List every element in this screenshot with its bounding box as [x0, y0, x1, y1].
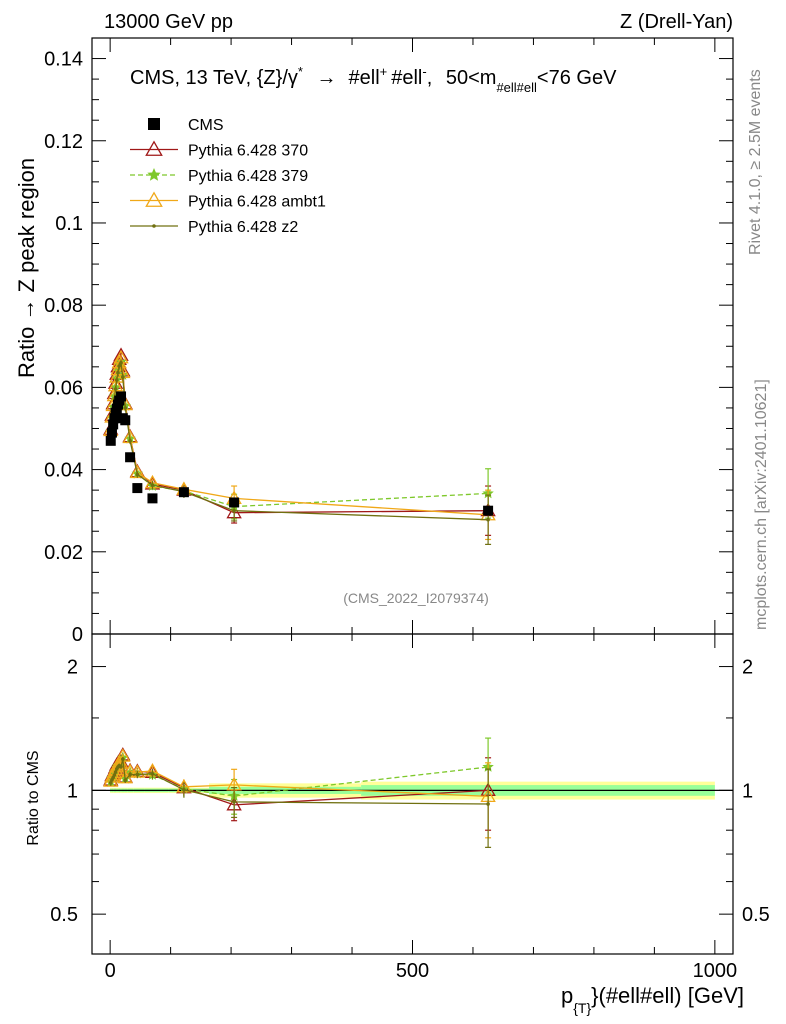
- legend-label: Pythia 6.428 370: [188, 143, 308, 160]
- main-panel: 0 0.02 0.04 0.06 0.08 0.1 0.12 0.14: [44, 37, 734, 646]
- ratio-y-tick-label-right: 2: [742, 657, 753, 679]
- legend-marker-3: [145, 191, 163, 207]
- legend: CMS Pythia 6.428 370 Pythia 6.428 379 Pythi…: [130, 117, 326, 236]
- series-4-ratio-point: [232, 800, 236, 804]
- legend-label: Pythia 6.428 379: [188, 168, 308, 185]
- series-4-point: [486, 517, 490, 522]
- cms-data-point: [229, 497, 240, 508]
- series-4-point: [116, 370, 120, 375]
- series-4-ratio-point: [182, 788, 186, 792]
- y-tick-label: 0.1: [55, 213, 83, 235]
- series-4-point: [121, 375, 125, 379]
- ratio-y-tick-label-right: 1: [742, 780, 753, 802]
- series-4-point: [123, 406, 128, 410]
- mcplots-label: mcplots.cern.ch [arXiv:2401.10621]: [753, 379, 770, 630]
- ratio-ticks: 0 500 1000 0.5 0.5 1 1 2 2: [50, 634, 770, 982]
- series-2-line: [110, 360, 489, 508]
- main-marks: [103, 347, 496, 545]
- header-left: 13000 GeV pp: [104, 11, 233, 33]
- series-4-ratio-point: [486, 802, 490, 806]
- cms-data-point: [108, 419, 119, 430]
- x-tick-label: 1000: [693, 960, 738, 982]
- legend-marker-cms: [148, 118, 160, 130]
- cms-data-point: [120, 415, 131, 426]
- series-1-line: [110, 352, 489, 514]
- y-tick-label: 0.06: [44, 377, 83, 399]
- ratio-marks: [92, 737, 733, 848]
- ratio-y-tick-label: 2: [67, 657, 78, 679]
- cms-data-point: [125, 452, 136, 463]
- y-tick-label: 0.14: [44, 49, 83, 71]
- y-axis-label: Ratio → Z peak region: [14, 158, 39, 378]
- y-tick-label: 0.04: [44, 460, 83, 482]
- cms-data-point: [109, 413, 120, 424]
- y-tick-label: 0.12: [44, 131, 83, 153]
- series-4-point: [232, 508, 236, 513]
- y-tick-label: 0.02: [44, 542, 83, 564]
- legend-label: Pythia 6.428 z2: [188, 219, 298, 236]
- x-tick-label: 0: [105, 960, 116, 982]
- series-4-line: [110, 360, 489, 521]
- rivet-version-label: Rivet 4.1.0, ≥ 2.5M events: [747, 69, 764, 255]
- x-tick-label: 500: [396, 960, 429, 982]
- series-4-point: [135, 472, 140, 477]
- series-3-line: [110, 357, 489, 516]
- legend-marker-1: [145, 140, 163, 156]
- y-tick-label: 0: [72, 624, 83, 646]
- legend-marker-4: [152, 224, 156, 228]
- series-4-ratio-point: [150, 772, 155, 776]
- cms-data-point: [105, 435, 116, 446]
- legend-marker-2: [147, 168, 161, 181]
- cms-data-point: [106, 427, 117, 438]
- series-4-point: [113, 387, 118, 391]
- ratio-y-tick-label: 1: [67, 780, 78, 802]
- series-4-ratio-point: [128, 772, 132, 777]
- legend-label: CMS: [188, 117, 224, 134]
- chart-title: CMS, 13 TeV, {Z}/γ* → #ell+ #ell-, 50<m#el…: [130, 64, 617, 95]
- legend-label: Pythia 6.428 ambt1: [188, 194, 326, 211]
- cms-data-point: [147, 493, 158, 504]
- ratio-y-axis-label: Ratio to CMS: [25, 750, 42, 845]
- series-4-point: [119, 360, 123, 365]
- ratio-panel: 0 500 1000 0.5 0.5 1 1 2 2: [50, 633, 770, 982]
- analysis-watermark: (CMS_2022_I2079374): [343, 590, 489, 606]
- series-4-point: [150, 483, 155, 488]
- series-4-ratio-point: [119, 764, 123, 769]
- header-right: Z (Drell-Yan): [620, 11, 733, 33]
- series-4-ratio-point: [135, 772, 140, 777]
- series-4-point: [128, 439, 132, 443]
- ratio-y-tick-label-right: 0.5: [742, 904, 770, 926]
- cms-data-point: [483, 505, 494, 516]
- cms-data-point: [178, 487, 189, 498]
- y-tick-label: 0.08: [44, 295, 83, 317]
- series-4-point: [114, 378, 119, 382]
- cms-data-point: [116, 391, 127, 402]
- series-4-ratio-point: [121, 757, 125, 762]
- series-4-ratio-point: [123, 778, 128, 783]
- main-ticks: 0 0.02 0.04 0.06 0.08 0.1 0.12 0.14: [44, 37, 733, 646]
- x-axis-label: p{T}}(#ell#ell) [GeV]: [561, 983, 744, 1016]
- cms-data-point: [132, 483, 143, 494]
- ratio-y-tick-label: 0.5: [50, 904, 78, 926]
- series-4-point: [117, 364, 122, 368]
